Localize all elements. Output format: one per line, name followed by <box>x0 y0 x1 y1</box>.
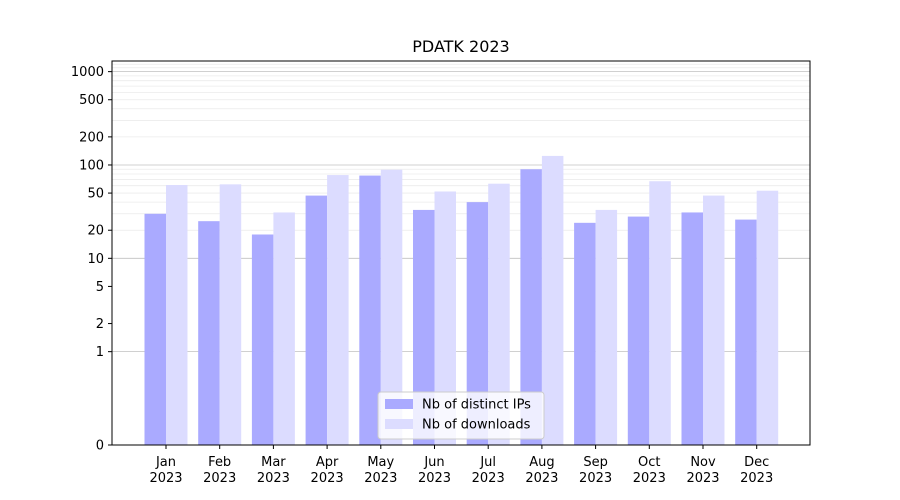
bar-downloads <box>434 191 456 445</box>
x-tick-label-month: Aug <box>529 455 554 470</box>
bar-downloads <box>541 155 564 445</box>
x-tick-label-year: 2023 <box>740 471 773 486</box>
x-tick-label-year: 2023 <box>257 471 290 486</box>
bar-downloads <box>166 185 188 445</box>
bar-distinct-ips <box>520 169 542 446</box>
x-tick-label-month: Feb <box>208 455 231 470</box>
bar-distinct-ips <box>359 175 381 445</box>
bar-distinct-ips <box>251 234 274 445</box>
bar-downloads <box>488 183 510 445</box>
x-tick-label-month: Jul <box>479 455 496 470</box>
bar-downloads <box>703 195 725 445</box>
x-tick-label-month: May <box>367 455 394 470</box>
y-tick-label: 200 <box>79 130 104 145</box>
bar-distinct-ips <box>305 195 328 445</box>
bar-downloads <box>219 184 242 445</box>
plot-frame <box>111 60 811 446</box>
bar-downloads <box>649 181 671 446</box>
x-tick-label-year: 2023 <box>418 471 451 486</box>
bar-downloads <box>273 212 295 445</box>
bar-distinct-ips <box>144 213 166 445</box>
x-tick-label-year: 2023 <box>579 471 612 486</box>
y-tick-label: 2 <box>96 317 104 332</box>
bar-downloads <box>756 190 779 445</box>
legend-swatch <box>385 399 413 409</box>
y-tick-label: 1 <box>96 345 104 360</box>
x-tick-label-year: 2023 <box>525 471 558 486</box>
y-tick-label: 1000 <box>71 65 104 80</box>
x-tick-label-year: 2023 <box>633 471 666 486</box>
bar-distinct-ips <box>681 212 703 445</box>
legend-box <box>377 391 545 440</box>
x-tick-label-month: Jan <box>155 455 176 470</box>
x-tick-label-year: 2023 <box>311 471 344 486</box>
chart-title: PDATK 2023 <box>412 37 509 56</box>
x-tick-label-month: Dec <box>744 455 769 470</box>
bar-distinct-ips <box>735 219 757 445</box>
bar-distinct-ips <box>466 202 489 445</box>
x-tick-label-year: 2023 <box>203 471 236 486</box>
x-tick-label-month: Oct <box>638 455 660 470</box>
bar-distinct-ips <box>627 216 650 445</box>
bar-distinct-ips <box>574 222 596 445</box>
x-axis: Jan2023Feb2023Mar2023Apr2023May2023Jun20… <box>149 445 773 486</box>
x-tick-label-year: 2023 <box>149 471 182 486</box>
y-tick-label: 500 <box>79 93 104 108</box>
x-tick-label-year: 2023 <box>472 471 505 486</box>
legend-label: Nb of downloads <box>422 418 531 433</box>
y-tick-label: 20 <box>87 224 104 239</box>
y-tick-label: 5 <box>96 280 104 295</box>
legend-label: Nb of distinct IPs <box>422 398 531 413</box>
bars <box>144 155 779 446</box>
bar-distinct-ips <box>413 209 435 445</box>
legend: Nb of distinct IPs Nb of downloads <box>377 391 545 440</box>
x-tick-label-month: Sep <box>583 455 608 470</box>
x-tick-label-month: Mar <box>261 455 286 470</box>
grid-lines <box>112 63 810 353</box>
y-tick-label: 100 <box>79 158 104 173</box>
y-tick-label: 50 <box>87 187 104 202</box>
x-tick-label-month: Nov <box>690 455 716 470</box>
bar-downloads <box>595 209 618 445</box>
bar-downloads <box>327 175 349 445</box>
x-tick-label-year: 2023 <box>686 471 719 486</box>
x-tick-label-year: 2023 <box>364 471 397 486</box>
legend-swatch <box>385 419 413 429</box>
bar-distinct-ips <box>198 221 220 445</box>
y-tick-label: 10 <box>87 252 104 267</box>
y-tick-label: 0 <box>96 439 104 454</box>
y-axis: 0 1 2 5 10 20 50 100 200 500 1000 <box>71 65 112 454</box>
x-tick-label-month: Apr <box>316 455 339 470</box>
bar-downloads <box>380 169 403 445</box>
x-tick-label-month: Jun <box>423 455 444 470</box>
